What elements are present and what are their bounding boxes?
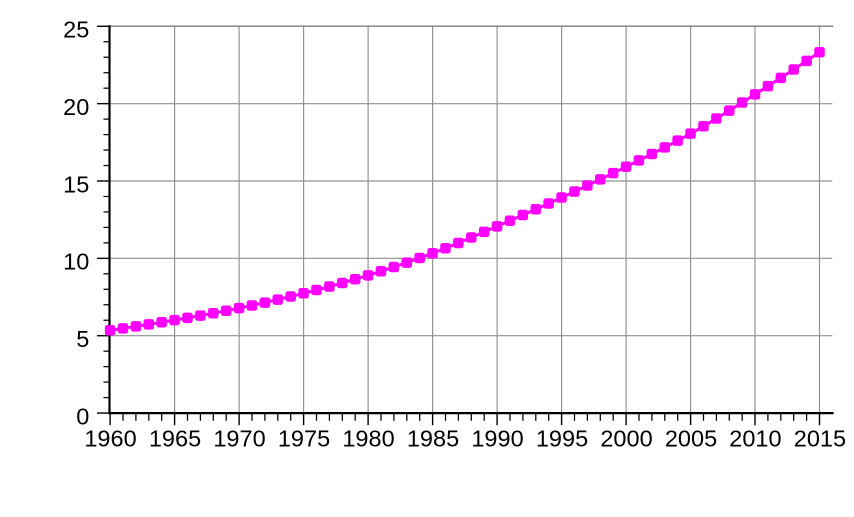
svg-text:15: 15 — [63, 171, 89, 197]
svg-text:2015: 2015 — [794, 425, 846, 451]
svg-text:5: 5 — [76, 326, 89, 352]
svg-text:10: 10 — [63, 249, 89, 275]
svg-text:20: 20 — [63, 94, 89, 120]
svg-text:1970: 1970 — [213, 425, 265, 451]
svg-text:1965: 1965 — [149, 425, 201, 451]
svg-text:1980: 1980 — [342, 425, 394, 451]
svg-text:1975: 1975 — [278, 425, 330, 451]
svg-text:1990: 1990 — [471, 425, 523, 451]
svg-text:1985: 1985 — [407, 425, 459, 451]
svg-text:1995: 1995 — [536, 425, 588, 451]
svg-text:0: 0 — [76, 403, 89, 429]
svg-text:25: 25 — [63, 17, 89, 43]
svg-text:1960: 1960 — [84, 425, 136, 451]
svg-text:2010: 2010 — [729, 425, 781, 451]
svg-text:2000: 2000 — [600, 425, 652, 451]
svg-text:2005: 2005 — [665, 425, 717, 451]
